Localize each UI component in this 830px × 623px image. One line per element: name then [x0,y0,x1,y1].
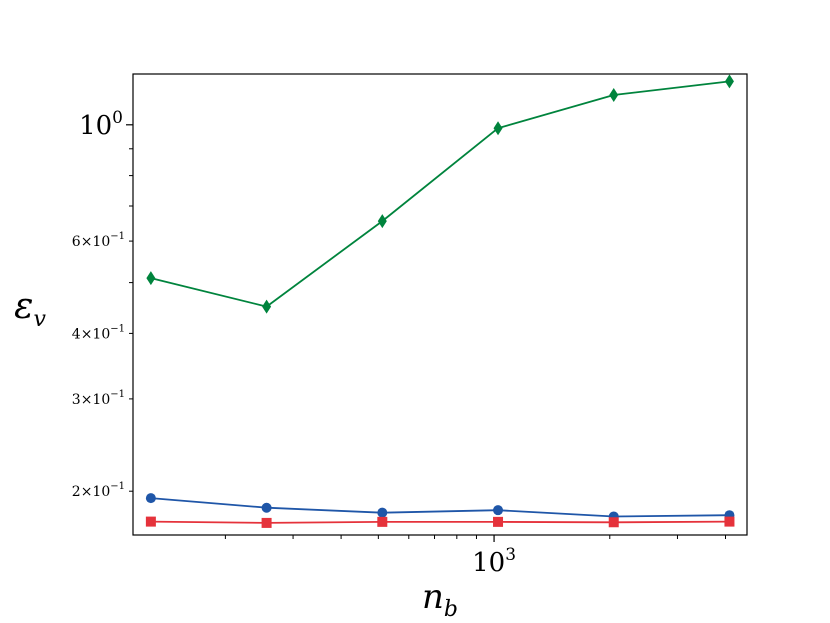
data-point-diamond [724,74,734,89]
data-point-diamond [377,214,387,229]
y-tick-label: 4×10−1 [72,323,125,342]
data-point-circle [493,505,504,516]
data-point-circle [377,507,388,518]
y-tick-label: 2×10−1 [72,481,125,500]
data-point-square [493,516,504,527]
series-2 [145,493,735,522]
data-point-square [145,516,156,527]
series-layer [145,74,735,528]
data-point-square [724,516,735,527]
series-1-line [150,80,730,308]
axis-ticks: 103 2×10−1 3×10−1 4×10−1 6×10−1 100 [72,108,726,578]
y-tick-label: 100 [79,108,123,141]
data-point-diamond [609,87,619,102]
data-point-square [377,516,388,527]
data-point-square [608,517,619,528]
data-point-circle [145,493,156,504]
y-tick-label: 6×10−1 [72,231,125,250]
series-2-line [150,497,730,518]
series-1 [146,74,734,314]
data-point-circle [261,502,272,513]
plot-frame [132,73,748,536]
data-point-diamond [262,299,272,314]
y-tick-label: 3×10−1 [72,389,125,408]
y-axis-label: εv [14,286,46,332]
x-tick-label: 103 [472,545,516,578]
data-point-diamond [493,121,503,136]
series-3-line [150,520,730,524]
data-point-square [261,517,272,528]
series-3 [145,516,735,528]
x-axis-label: nb [422,577,458,622]
data-point-diamond [146,271,156,286]
